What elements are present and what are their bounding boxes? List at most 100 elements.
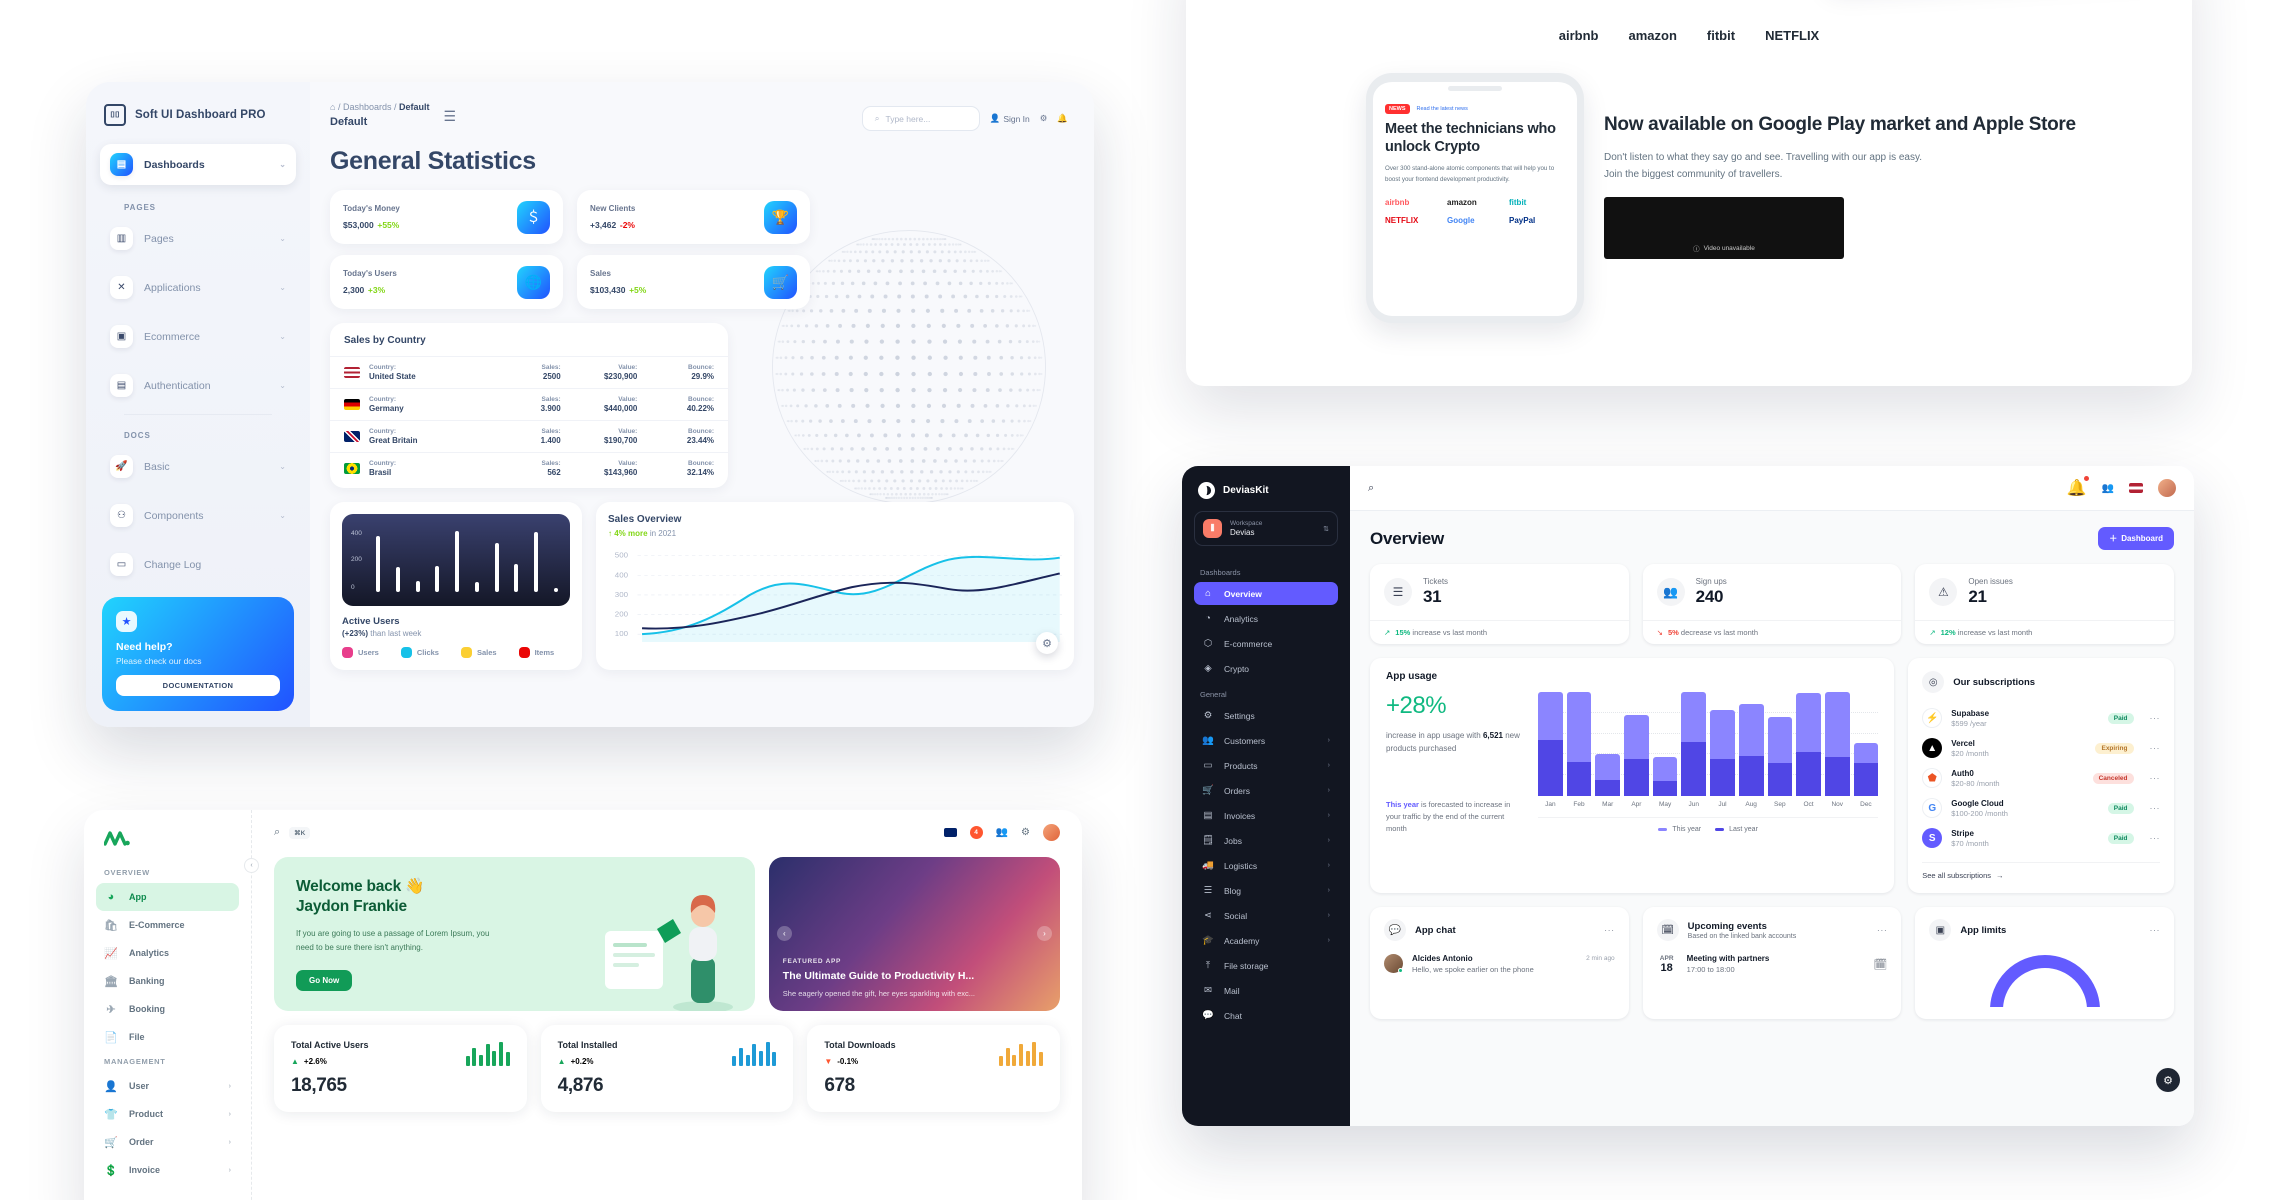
sidebar-item-basic[interactable]: 🚀 Basic ⌄ bbox=[100, 446, 296, 487]
search-input[interactable]: ⌕ Type here... bbox=[861, 106, 980, 131]
stat-value: +3,462 -2% bbox=[590, 219, 635, 230]
sidebar-collapse-button[interactable]: ‹ bbox=[244, 858, 259, 873]
sidebar-item-logistics[interactable]: 🚚 Logistics › bbox=[1194, 854, 1338, 877]
sidebar-item-dashboards[interactable]: ▤ Dashboards ⌄ bbox=[100, 144, 296, 185]
softui-sidebar: ⌷⌷ Soft UI Dashboard PRO ▤ Dashboards ⌄ … bbox=[86, 82, 310, 727]
go-now-button[interactable]: Go Now bbox=[296, 970, 353, 992]
sidebar-item-invoices[interactable]: ▤ Invoices › bbox=[1194, 804, 1338, 827]
stat-footer: ↘ 5% decrease vs last month bbox=[1642, 620, 1902, 644]
more-options-icon[interactable]: ··· bbox=[1604, 925, 1615, 935]
more-options-icon[interactable]: ··· bbox=[1876, 925, 1888, 935]
news-link[interactable]: Read the latest news bbox=[1416, 106, 1468, 112]
minimal-logo-icon[interactable] bbox=[96, 824, 239, 862]
sidebar-item-components[interactable]: ⚇ Components ⌄ bbox=[100, 495, 296, 536]
sidebar-item-e-commerce[interactable]: ⬡ E-commerce bbox=[1194, 632, 1338, 655]
bar-column bbox=[1853, 692, 1879, 796]
bar bbox=[474, 582, 479, 592]
settings-icon[interactable]: ⚙ bbox=[1021, 827, 1030, 838]
stat-delta: ▼ -0.1% bbox=[824, 1057, 999, 1066]
more-options-icon[interactable]: ··· bbox=[2149, 743, 2160, 753]
bell-icon[interactable]: 🔔 bbox=[1057, 113, 1068, 123]
chevron-right-icon: › bbox=[1327, 937, 1330, 944]
home-icon[interactable]: ⌂ bbox=[330, 102, 336, 112]
carousel-prev-icon[interactable]: ‹ bbox=[776, 926, 792, 942]
sidebar-item-blog[interactable]: ☰ Blog › bbox=[1194, 879, 1338, 902]
more-options-icon[interactable]: ··· bbox=[2149, 713, 2160, 723]
sidebar-item-analytics[interactable]: ◔ Analytics bbox=[1194, 607, 1338, 630]
sparkline-bar bbox=[465, 1056, 470, 1067]
workspace-selector[interactable]: ⫴ Workspace Devias ⇅ bbox=[1194, 511, 1338, 546]
sidebar-item-authentication[interactable]: ▤ Authentication ⌄ bbox=[100, 365, 296, 406]
table-cell: Bounce: 40.22% bbox=[637, 396, 714, 413]
stat-card-tickets: ☰ Tickets 31 ↗ 15% increase vs last month bbox=[1370, 564, 1629, 644]
sidebar-item-settings[interactable]: ⚙ Settings bbox=[1194, 704, 1338, 727]
sidebar-item-chat[interactable]: 💬 Chat bbox=[1194, 1004, 1338, 1027]
sidebar-item-crypto[interactable]: ◈ Crypto bbox=[1194, 657, 1338, 680]
sidebar-item-e-commerce[interactable]: 🛍 E-Commerce bbox=[96, 911, 239, 939]
more-options-icon[interactable]: ··· bbox=[2149, 803, 2160, 813]
sidebar-item-products[interactable]: ▭ Products › bbox=[1194, 754, 1338, 777]
x-tick-label: Mar bbox=[1602, 801, 1614, 808]
stat-column-right: New Clients +3,462 -2% 🏆 Sales $103,430 … bbox=[577, 190, 810, 309]
table-cell: Value: $440,000 bbox=[561, 396, 637, 413]
sidebar-item-overview[interactable]: ⌂ Overview bbox=[1194, 582, 1338, 605]
sales-by-country-title: Sales by Country bbox=[344, 335, 426, 346]
sidebar-item-customers[interactable]: 👥 Customers › bbox=[1194, 729, 1338, 752]
notification-badge[interactable]: 4 bbox=[969, 826, 983, 839]
gear-icon[interactable]: ⚙ bbox=[1039, 113, 1048, 123]
avatar[interactable] bbox=[2158, 479, 2176, 497]
avatar[interactable] bbox=[1043, 824, 1060, 841]
documentation-button[interactable]: DOCUMENTATION bbox=[116, 675, 280, 696]
sign-in-button[interactable]: 👤 Sign In bbox=[990, 113, 1030, 124]
sidebar-item-booking[interactable]: ✈ Booking bbox=[96, 995, 239, 1023]
search-icon[interactable]: ⌕ bbox=[1368, 481, 1375, 494]
sidebar-item-applications[interactable]: ✕ Applications ⌄ bbox=[100, 267, 296, 308]
us-flag-icon[interactable] bbox=[2129, 483, 2143, 493]
table-cell: Sales: 2500 bbox=[484, 364, 561, 381]
search-icon[interactable]: ⌕ bbox=[274, 826, 281, 838]
sidebar-item-banking[interactable]: 🏛 Banking bbox=[96, 967, 239, 995]
gridline bbox=[1538, 753, 1879, 755]
contacts-icon[interactable]: 👥 bbox=[2101, 482, 2114, 494]
sidebar-item-changelog[interactable]: ▭ Change Log bbox=[100, 544, 296, 585]
sidebar-item-analytics[interactable]: 📈 Analytics bbox=[96, 939, 239, 967]
sidebar-item-file-storage[interactable]: ⤒ File storage bbox=[1194, 954, 1338, 977]
carousel-next-icon[interactable]: › bbox=[1037, 926, 1052, 942]
sidebar-item-file[interactable]: 📄 File bbox=[96, 1023, 239, 1051]
bell-icon[interactable]: 🔔 bbox=[2067, 476, 2089, 498]
breadcrumb-level1[interactable]: Dashboards bbox=[342, 102, 392, 112]
chevron-right-icon: › bbox=[1327, 862, 1330, 869]
settings-gear-icon[interactable]: ⚙ bbox=[1036, 632, 1058, 654]
more-options-icon[interactable]: ··· bbox=[2149, 833, 2160, 843]
video-player[interactable]: ⓘ Video unavailable bbox=[1604, 197, 1844, 260]
sidebar-item-social[interactable]: ⋖ Social › bbox=[1194, 904, 1338, 927]
sidebar-item-order[interactable]: 🛒 Order › bbox=[96, 1128, 239, 1156]
sidebar-item-mail[interactable]: ✉ Mail bbox=[1194, 979, 1338, 1002]
featured-app-card[interactable]: ‹ › FEATURED APP The Ultimate Guide to P… bbox=[768, 857, 1060, 1012]
sidebar-item-academy[interactable]: 🎓 Academy › bbox=[1194, 929, 1338, 952]
event-row[interactable]: APR 18 Meeting with partners 17:00 to 18… bbox=[1657, 954, 1888, 974]
sidebar-item-ecommerce[interactable]: ▣ Ecommerce ⌄ bbox=[100, 316, 296, 357]
see-all-subscriptions-link[interactable]: See all subscriptions → bbox=[1922, 862, 2160, 880]
legend-swatch bbox=[1658, 828, 1668, 831]
dashboard-button[interactable]: ＋ Dashboard bbox=[2098, 527, 2174, 550]
user-icon: 👤 bbox=[989, 113, 1001, 123]
gb-flag-icon[interactable] bbox=[943, 828, 957, 837]
sidebar-item-app[interactable]: ◕ App bbox=[96, 883, 239, 911]
stat-card-total-downloads: Total Downloads ▼ -0.1% 678 bbox=[807, 1025, 1061, 1113]
sidebar-item-user[interactable]: 👤 User › bbox=[96, 1072, 239, 1100]
sidebar-item-product[interactable]: 👕 Product › bbox=[96, 1100, 239, 1128]
more-options-icon[interactable]: ··· bbox=[2149, 773, 2160, 783]
contacts-icon[interactable]: 👥 bbox=[995, 827, 1009, 838]
chat-message[interactable]: Alcides Antonio 2 min ago Hello, we spok… bbox=[1384, 954, 1615, 974]
sidebar-item-invoice[interactable]: 💲 Invoice › bbox=[96, 1156, 239, 1184]
hamburger-icon[interactable]: ☰ bbox=[443, 108, 457, 124]
chevron-right-icon: › bbox=[1327, 737, 1330, 744]
topbar-actions: ⌕ Type here... 👤 Sign In ⚙ 🔔 bbox=[861, 106, 1068, 131]
more-options-icon[interactable]: ··· bbox=[2149, 925, 2161, 935]
svg-text:500: 500 bbox=[615, 551, 628, 559]
sidebar-item-jobs[interactable]: 🗒 Jobs › bbox=[1194, 829, 1338, 852]
sidebar-item-orders[interactable]: 🛒 Orders › bbox=[1194, 779, 1338, 802]
sidebar-item-pages[interactable]: ▥ Pages ⌄ bbox=[100, 218, 296, 259]
settings-fab-button[interactable]: ⚙ bbox=[2156, 1068, 2180, 1092]
